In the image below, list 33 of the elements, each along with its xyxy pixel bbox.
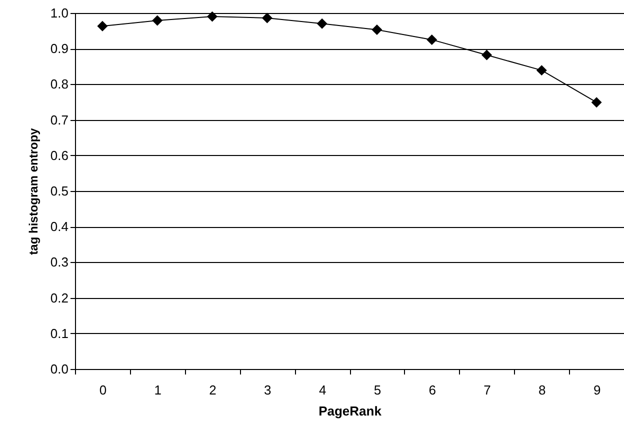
y-tick-label: 1.0 <box>50 6 68 20</box>
y-tick-label: 0.8 <box>50 76 68 92</box>
x-tick-label: 3 <box>264 382 272 398</box>
point <box>262 12 272 24</box>
y-tick-label: 0.5 <box>50 184 68 198</box>
x-tick-label: 2 <box>209 382 216 398</box>
point <box>97 20 108 32</box>
point <box>536 65 547 76</box>
y-tick-label: 0.3 <box>50 254 68 270</box>
point <box>482 50 492 60</box>
y-tick-label: 0.2 <box>50 290 68 306</box>
y-tick-label: 0.4 <box>50 219 68 234</box>
x-tick-label: 8 <box>538 382 546 398</box>
point <box>152 15 163 26</box>
point <box>426 34 438 45</box>
y-tick-label: 0.9 <box>50 41 68 56</box>
y-tick-label: 0.1 <box>50 326 68 341</box>
x-tick-label: 0 <box>99 382 107 398</box>
point <box>372 24 382 35</box>
x-tick-label: 7 <box>484 382 491 398</box>
x-tick-label: 9 <box>593 382 601 398</box>
x-axis-title: PageRank <box>318 404 382 418</box>
y-tick-label: 0.6 <box>50 148 68 163</box>
point <box>591 97 602 108</box>
x-tick-label: 6 <box>428 382 436 398</box>
y-tick-label: 0.0 <box>50 362 68 376</box>
point <box>207 11 218 22</box>
y-tick-label: 0.7 <box>50 112 68 128</box>
x-tick-label: 4 <box>318 382 326 398</box>
x-tick-label: 5 <box>374 382 382 398</box>
y-axis-title: tag histogram entropy <box>26 128 40 255</box>
point <box>316 18 328 29</box>
x-tick-label: 1 <box>154 382 162 398</box>
